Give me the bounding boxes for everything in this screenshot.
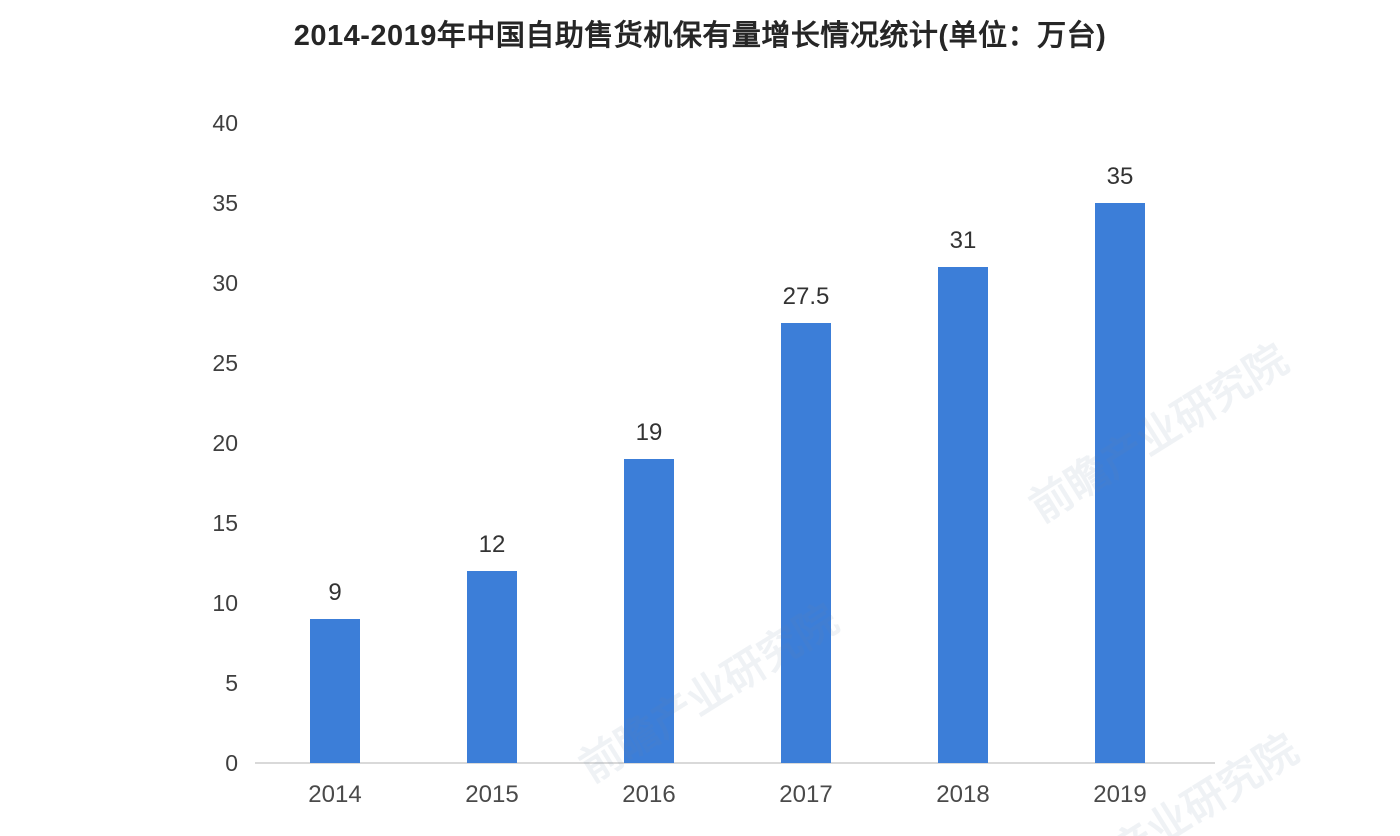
bar	[1095, 203, 1145, 763]
x-axis-category-label: 2017	[779, 781, 833, 808]
bar-value-label: 19	[635, 419, 663, 446]
bar-value-label: 27.5	[782, 283, 830, 310]
bar	[624, 459, 674, 763]
y-axis-tick-label: 0	[225, 750, 238, 776]
y-axis-tick-label: 35	[212, 190, 238, 216]
bar-value-label: 31	[949, 227, 977, 254]
x-axis-line	[255, 762, 1215, 764]
bar	[467, 571, 517, 763]
x-axis-category-label: 2016	[622, 781, 676, 808]
bar-value-label: 35	[1106, 163, 1134, 190]
y-axis-tick-label: 5	[225, 670, 238, 696]
y-axis-tick-label: 10	[212, 590, 238, 616]
bar	[310, 619, 360, 763]
bar	[781, 323, 831, 763]
y-axis-tick-label: 30	[212, 270, 238, 296]
watermark-text: 前瞻产业研究院	[1031, 725, 1306, 836]
watermark-text: 前瞻产业研究院	[1021, 335, 1296, 531]
bar-value-label: 12	[478, 531, 506, 558]
x-axis-category-label: 2019	[1093, 781, 1147, 808]
chart-title: 2014-2019年中国自助售货机保有量增长情况统计(单位：万台)	[293, 20, 1107, 52]
x-axis-category-label: 2014	[308, 781, 362, 808]
y-axis-tick-label: 25	[212, 350, 238, 376]
y-axis-tick-label: 15	[212, 510, 238, 536]
y-axis-tick-label: 40	[212, 110, 238, 136]
bar-value-label: 9	[328, 579, 342, 606]
bar	[938, 267, 988, 763]
x-axis-category-label: 2018	[936, 781, 990, 808]
y-axis-tick-label: 20	[212, 430, 238, 456]
x-axis-category-label: 2015	[465, 781, 519, 808]
